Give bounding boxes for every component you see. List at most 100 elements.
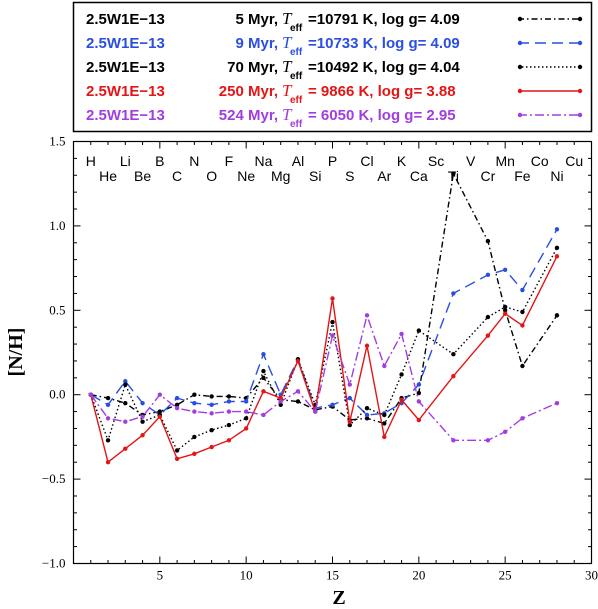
legend-marker [517,112,523,118]
x-tick-label: 30 [585,568,598,583]
legend-box [72,1,593,133]
data-point [502,429,508,435]
data-point [451,373,456,379]
legend-teff-symbol: T [282,81,293,100]
data-point [105,402,111,408]
data-point [347,382,352,387]
data-point [226,394,232,399]
data-point [192,392,197,397]
legend-label: 2.5W1E−13 [86,59,165,76]
element-label: C [172,168,182,184]
data-point [347,419,352,424]
data-point [174,456,180,462]
data-point [554,313,560,318]
data-point [105,395,111,401]
legend-marker [577,40,583,46]
legend-teff-value: = 6050 K, log g= 2.95 [308,107,456,124]
data-point [209,402,214,408]
data-point [174,406,180,411]
x-tick-label: 5 [157,568,164,583]
data-point [140,433,145,438]
data-point [502,308,508,313]
data-point [485,314,491,320]
data-point [243,416,249,421]
element-label: Be [134,168,151,184]
data-point [140,419,145,424]
data-point [399,331,404,337]
element-label: Si [309,168,321,184]
legend-marker [577,88,583,94]
element-label: O [206,168,217,184]
data-point [554,254,560,259]
data-point [261,375,266,381]
data-point [243,409,249,414]
element-label: Fe [514,168,531,184]
data-point [520,323,525,328]
element-label: Cr [481,168,496,184]
x-tick-label: 15 [326,568,339,583]
data-point [226,399,232,404]
data-point [416,382,422,387]
data-point [502,304,508,310]
legend-teff-value: =10733 K, log g= 4.09 [308,35,460,52]
data-point [209,427,214,433]
series-line [90,255,558,464]
legend-marker [517,16,523,22]
data-point [364,343,370,348]
data-point [416,390,422,396]
data-point [123,419,128,424]
data-point [123,446,128,451]
data-point [364,416,370,421]
legend-teff-subscript: eff [290,47,303,58]
legend-marker [577,64,583,70]
data-point [399,397,404,402]
x-axis-title: Z [332,587,345,609]
data-point [157,414,163,419]
data-point [192,451,197,456]
data-point [261,351,266,357]
y-tick-label: 1.5 [49,134,65,149]
element-label: Ne [237,168,255,184]
legend-marker [577,16,583,22]
element-label: V [466,153,476,169]
data-point [485,238,491,244]
legend-teff-symbol: T [282,9,293,28]
data-point [364,412,370,418]
legend-teff-value: = 9866 K, log g= 3.88 [308,83,456,100]
data-point [226,409,232,414]
y-tick-label: −0.5 [42,471,66,486]
data-point [174,402,180,408]
data-point [140,414,145,419]
legend-label: 2.5W1E−13 [86,83,165,100]
data-point [485,438,491,443]
y-axis-title: [N/H] [5,328,27,377]
data-point [416,328,422,333]
data-point [192,400,197,406]
legend-marker [517,64,523,70]
data-point [451,171,456,176]
element-label: Cl [360,153,373,169]
data-point [243,426,249,431]
x-tick-label: 20 [412,568,425,583]
legend-teff-value: =10791 K, log g= 4.09 [308,11,460,28]
element-labels: H Li B N F Na Al P Cl K Sc V Mn Co Cu He Be C O Ne Mg Si S Ar Ca… [86,153,583,184]
legend-teff-symbol: T [282,105,293,124]
element-label: H [86,153,96,169]
element-label: Ar [377,168,391,184]
data-point [295,358,301,364]
data-point [382,421,387,426]
data-point [313,409,318,414]
data-point [209,394,214,399]
element-label: Ca [410,168,428,184]
data-point [105,438,111,443]
data-point [123,382,128,387]
legend-teff-subscript: eff [290,71,303,82]
data-point [416,399,422,404]
data-point [485,333,491,338]
data-point [174,448,180,453]
x-tick-label: 10 [240,568,253,583]
data-point [243,399,249,404]
y-tick-label: 1.0 [49,218,65,233]
